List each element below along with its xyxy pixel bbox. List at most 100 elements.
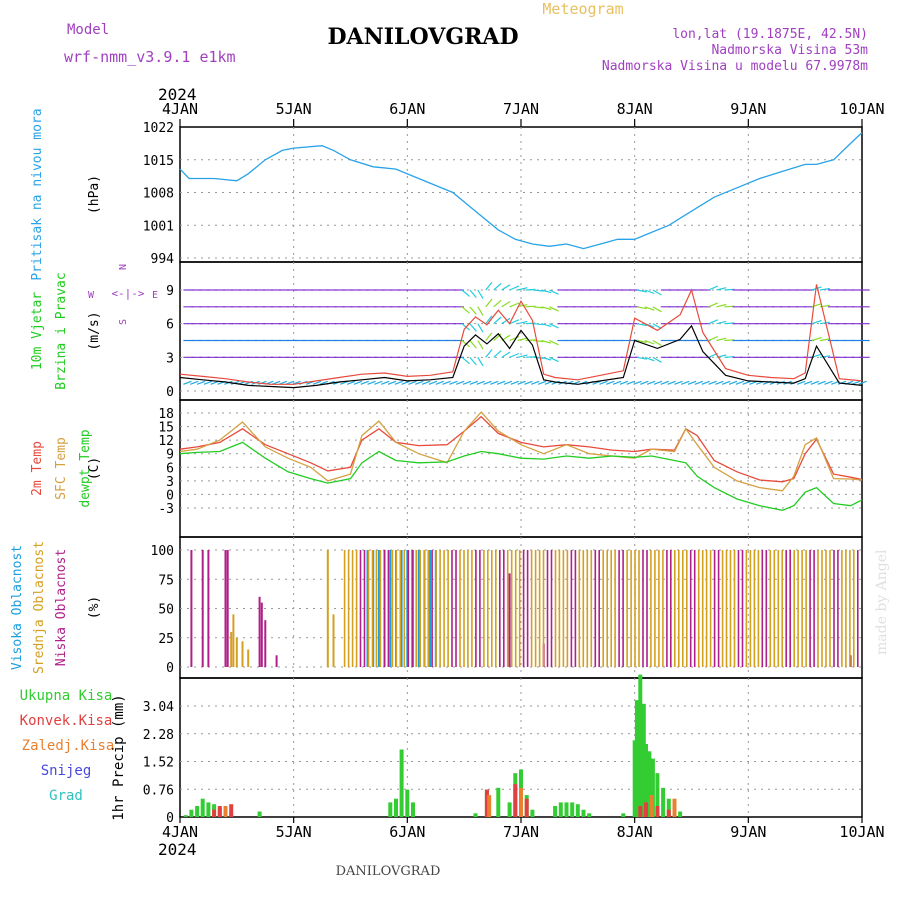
precip-ytick-label: 3.04 (143, 700, 174, 715)
clouds-axis-label: Niska Oblacnost (54, 549, 69, 666)
pressure-ytick-label: 1001 (143, 219, 174, 234)
wind-barb (646, 380, 656, 385)
wind-speed-line (179, 324, 863, 389)
wind-barb (469, 323, 477, 332)
wind-barb (387, 380, 397, 385)
wind-barb (477, 357, 484, 367)
wind-barb (652, 339, 662, 347)
wind-barb (476, 380, 485, 385)
clouds-bar (650, 550, 652, 667)
pressure-frame (179, 126, 863, 263)
year-bottom: 2024 (158, 840, 197, 859)
precip-bar (399, 749, 404, 817)
wind-barb (517, 354, 528, 358)
wind-barb (367, 380, 376, 385)
precip-bar (638, 674, 643, 817)
wind-barb (493, 282, 502, 291)
clouds-axis-label: Srednja Oblacnost (32, 541, 47, 674)
temperature-unit-label: (C) (87, 457, 102, 480)
precip-bar (632, 740, 637, 817)
wind-barb (636, 289, 647, 293)
station-title: DANILOVGRAD (327, 24, 518, 50)
wind-barb (811, 286, 822, 291)
wind-barb (374, 380, 383, 385)
wind-barb (819, 338, 830, 342)
clouds-bar (821, 550, 823, 667)
clouds-bar (260, 602, 263, 667)
clouds-bar (753, 550, 756, 667)
clouds-bar (538, 550, 541, 667)
precip-bar (641, 703, 646, 817)
clouds-bar (201, 550, 204, 667)
precip-bar (649, 795, 654, 817)
clouds-bar (825, 550, 827, 667)
wind-barb (533, 289, 544, 292)
wind-barb (501, 317, 511, 325)
clouds-bar (343, 550, 346, 667)
clouds-bar (232, 614, 235, 667)
wind-barb (533, 339, 544, 343)
clouds-bar (626, 550, 628, 667)
precip-bar (581, 809, 586, 817)
clouds-bar (729, 550, 732, 667)
x-tick-label-bottom: 10JAN (839, 823, 884, 841)
wind-ytick-label: 3 (166, 351, 174, 366)
wind-barb (501, 351, 511, 358)
wind-barb (401, 380, 410, 385)
clouds-bar (725, 550, 728, 667)
clouds-bar (829, 550, 831, 667)
wind-barb (592, 380, 601, 385)
wind-barb (517, 380, 526, 385)
clouds-bar (749, 550, 752, 667)
clouds-bar (367, 550, 370, 667)
model-elevation-info: Nadmorska Visina u modelu 67.9978m (602, 59, 868, 74)
wind-barb (503, 380, 513, 385)
clouds-bar (737, 550, 740, 667)
clouds-bar (429, 550, 432, 667)
clouds-bar (793, 550, 795, 667)
wind-barb (312, 380, 322, 385)
clouds-bar (510, 550, 513, 667)
clouds-bar (781, 550, 783, 667)
wind-barb (230, 380, 240, 385)
wind-unit-label: (m/s) (87, 311, 102, 350)
precip-ytick-label: 0.76 (143, 783, 174, 798)
clouds-bar (526, 550, 529, 667)
clouds-bar (713, 550, 716, 667)
wind-barb (660, 380, 670, 385)
clouds-bar (733, 550, 736, 667)
precip-bar (661, 787, 666, 817)
clouds-bar (235, 637, 238, 668)
precip-legend-label: Konvek.Kisa (20, 713, 113, 729)
wind-panel: 0 3 6 9 10m Vjetar Brzina i Pravac (m/s) <-|-> W… (30, 261, 870, 401)
wind-axis-label: Brzina i Pravac (54, 272, 69, 389)
clouds-bar (614, 550, 616, 667)
clouds-bar (705, 550, 708, 667)
clouds-bar (693, 550, 696, 667)
clouds-bar (701, 550, 704, 667)
clouds-bar (662, 550, 664, 667)
clouds-bar (586, 550, 589, 667)
elevation-info: Nadmorska Visina 53m (711, 43, 868, 58)
wind-barb (477, 323, 484, 333)
wind-barb (533, 356, 544, 359)
temperature-ytick-label: 6 (166, 461, 174, 476)
clouds-bar (717, 550, 720, 667)
x-tick-label-top: 8JAN (617, 100, 653, 118)
precip-bar (621, 813, 626, 817)
clouds-bar (546, 550, 549, 667)
clouds-bar (483, 550, 485, 667)
wind-barb (674, 380, 683, 385)
wind-barb (461, 356, 470, 365)
pressure-ytick-label: 1022 (143, 121, 174, 136)
wind-barb (653, 380, 663, 385)
clouds-bar (387, 550, 390, 667)
precip-unit-label: 1hr Precip (mm) (111, 694, 127, 820)
wind-barb (490, 380, 499, 385)
wind-barb (716, 287, 727, 291)
precip-bar (223, 806, 228, 817)
clouds-bar (415, 550, 417, 667)
clouds-bar (570, 550, 573, 667)
wind-barb (483, 380, 492, 385)
wind-barb (477, 289, 484, 299)
